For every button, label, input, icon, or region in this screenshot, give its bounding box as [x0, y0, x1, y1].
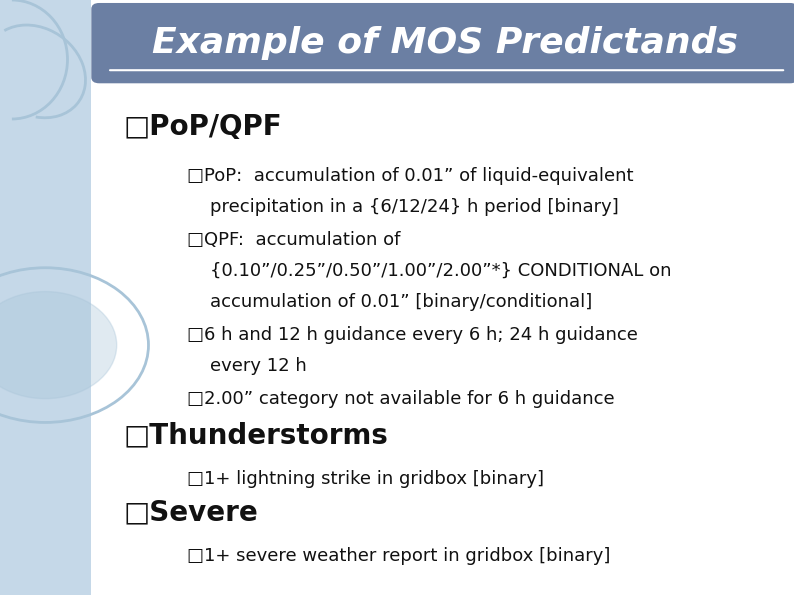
Text: □PoP:  accumulation of 0.01” of liquid-equivalent: □PoP: accumulation of 0.01” of liquid-eq… — [187, 167, 633, 184]
FancyBboxPatch shape — [91, 3, 794, 83]
Text: □1+ severe weather report in gridbox [binary]: □1+ severe weather report in gridbox [bi… — [187, 547, 610, 565]
Text: accumulation of 0.01” [binary/conditional]: accumulation of 0.01” [binary/conditiona… — [187, 293, 592, 311]
Text: {0.10”/0.25”/0.50”/1.00”/2.00”*} CONDITIONAL on: {0.10”/0.25”/0.50”/1.00”/2.00”*} CONDITI… — [187, 262, 671, 280]
Text: □QPF:  accumulation of: □QPF: accumulation of — [187, 231, 400, 249]
Text: every 12 h: every 12 h — [187, 357, 306, 375]
Text: □Thunderstorms: □Thunderstorms — [123, 421, 388, 449]
Text: □PoP/QPF: □PoP/QPF — [123, 113, 282, 141]
Circle shape — [0, 292, 117, 399]
Text: □1+ lightning strike in gridbox [binary]: □1+ lightning strike in gridbox [binary] — [187, 470, 544, 488]
Text: □Severe: □Severe — [123, 499, 258, 527]
Text: precipitation in a {6/12/24} h period [binary]: precipitation in a {6/12/24} h period [b… — [187, 198, 619, 215]
Text: Example of MOS Predictands: Example of MOS Predictands — [152, 26, 738, 60]
Bar — [0, 0, 91, 595]
Text: □6 h and 12 h guidance every 6 h; 24 h guidance: □6 h and 12 h guidance every 6 h; 24 h g… — [187, 326, 638, 344]
Text: □2.00” category not available for 6 h guidance: □2.00” category not available for 6 h gu… — [187, 390, 615, 408]
